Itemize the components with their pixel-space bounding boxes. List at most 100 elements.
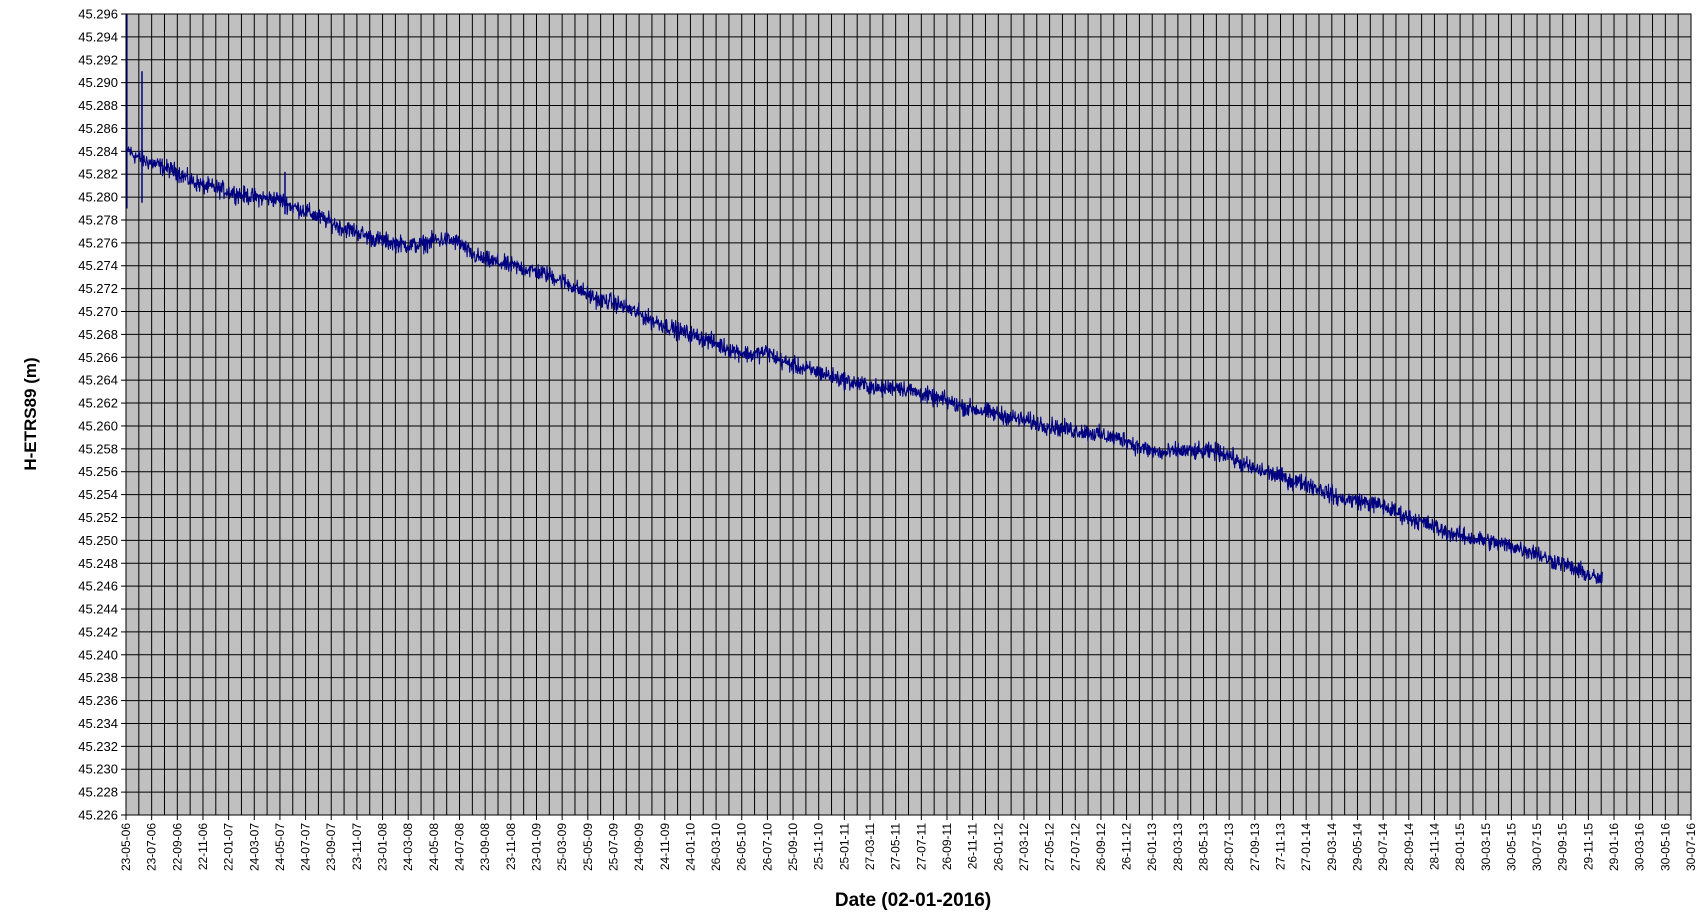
x-tick-label: 27-01-14 bbox=[1299, 823, 1313, 871]
x-tick-label: 28-11-14 bbox=[1427, 823, 1441, 870]
x-tick-label: 26-11-11 bbox=[966, 823, 980, 870]
y-tick-label: 45.270 bbox=[78, 304, 118, 319]
y-tick-label: 45.230 bbox=[78, 762, 118, 777]
y-tick-label: 45.232 bbox=[78, 739, 118, 754]
y-tick-label: 45.244 bbox=[78, 602, 118, 617]
x-tick-label: 26-07-10 bbox=[760, 823, 774, 871]
x-tick-label: 23-11-07 bbox=[350, 823, 364, 870]
y-tick-label: 45.282 bbox=[78, 167, 118, 182]
x-tick-label: 26-11-12 bbox=[1120, 823, 1134, 870]
y-tick-label: 45.284 bbox=[78, 144, 118, 159]
x-axis-label: Date (02-01-2016) bbox=[835, 890, 991, 911]
x-tick-label: 26-05-10 bbox=[735, 823, 749, 871]
y-tick-label: 45.258 bbox=[78, 441, 118, 456]
x-tick-label: 29-07-14 bbox=[1376, 823, 1390, 871]
x-tick-label: 27-03-12 bbox=[1017, 823, 1031, 871]
x-tick-label: 24-03-07 bbox=[247, 823, 261, 871]
x-tick-label: 24-05-08 bbox=[427, 823, 441, 871]
y-tick-label: 45.250 bbox=[78, 533, 118, 548]
y-tick-label: 45.264 bbox=[78, 373, 118, 388]
x-tick-label: 23-09-07 bbox=[324, 823, 338, 871]
x-tick-label: 24-11-09 bbox=[658, 823, 672, 870]
y-tick-label: 45.268 bbox=[78, 327, 118, 342]
x-tick-label: 22-01-07 bbox=[222, 823, 236, 871]
x-tick-label: 30-07-16 bbox=[1684, 823, 1698, 871]
y-tick-label: 45.246 bbox=[78, 579, 118, 594]
x-tick-label: 22-09-06 bbox=[170, 823, 184, 871]
y-tick-label: 45.236 bbox=[78, 693, 118, 708]
series-line bbox=[125, 146, 1604, 584]
x-tick-label: 27-09-13 bbox=[1248, 823, 1262, 871]
y-tick-label: 45.238 bbox=[78, 670, 118, 685]
x-tick-label: 26-09-12 bbox=[1094, 823, 1108, 871]
y-tick-label: 45.260 bbox=[78, 418, 118, 433]
plot-border bbox=[125, 13, 1692, 816]
x-tick-label: 24-09-09 bbox=[632, 823, 646, 871]
x-tick-label: 28-03-13 bbox=[1171, 823, 1185, 871]
x-tick-label: 27-07-11 bbox=[914, 823, 928, 870]
y-tick-label: 45.248 bbox=[78, 556, 118, 571]
y-tick-label: 45.266 bbox=[78, 350, 118, 365]
x-tick-label: 28-05-13 bbox=[1197, 823, 1211, 871]
x-tick-label: 23-09-08 bbox=[478, 823, 492, 871]
y-tick-label: 45.276 bbox=[78, 235, 118, 250]
x-tick-label: 28-09-14 bbox=[1402, 823, 1416, 871]
y-tick-label: 45.274 bbox=[78, 258, 118, 273]
y-tick-label: 45.292 bbox=[78, 52, 118, 67]
y-tick-label: 45.240 bbox=[78, 647, 118, 662]
x-tick-label: 22-11-06 bbox=[196, 823, 210, 870]
y-tick-label: 45.234 bbox=[78, 716, 118, 731]
y-tick-label: 45.290 bbox=[78, 75, 118, 90]
x-tick-label: 23-05-06 bbox=[119, 823, 133, 871]
x-tick-label: 25-05-09 bbox=[581, 823, 595, 871]
x-tick-label: 26-01-12 bbox=[991, 823, 1005, 871]
y-tick-label: 45.296 bbox=[78, 7, 118, 22]
x-tick-label: 24-05-07 bbox=[273, 823, 287, 871]
x-tick-label: 27-05-11 bbox=[889, 823, 903, 870]
y-tick-label: 45.294 bbox=[78, 29, 118, 44]
x-tick-label: 25-03-09 bbox=[555, 823, 569, 871]
x-axis-ticks: 23-05-06 23-07-06 22-09-06 22-11-06 22-01-07… bbox=[119, 815, 1698, 871]
x-tick-label: 24-07-08 bbox=[453, 823, 467, 871]
y-tick-label: 45.254 bbox=[78, 487, 118, 502]
y-tick-label: 45.280 bbox=[78, 190, 118, 205]
y-tick-label: 45.286 bbox=[78, 121, 118, 136]
x-tick-label: 30-07-15 bbox=[1530, 823, 1544, 871]
x-tick-label: 23-01-08 bbox=[376, 823, 390, 871]
x-tick-label: 29-05-14 bbox=[1350, 823, 1364, 871]
y-tick-label: 45.288 bbox=[78, 98, 118, 113]
x-tick-label: 29-11-15 bbox=[1581, 823, 1595, 870]
x-tick-label: 30-03-15 bbox=[1479, 823, 1493, 871]
x-tick-label: 28-01-15 bbox=[1453, 823, 1467, 871]
y-tick-label: 45.256 bbox=[78, 464, 118, 479]
x-tick-label: 30-05-15 bbox=[1504, 823, 1518, 871]
x-tick-label: 27-03-11 bbox=[863, 823, 877, 870]
x-tick-label: 29-01-16 bbox=[1607, 823, 1621, 871]
y-axis-ticks: 45.226 45.228 45.230 45.232 45.234 45.236 45.2… bbox=[78, 7, 126, 823]
x-tick-label: 25-09-10 bbox=[786, 823, 800, 871]
x-tick-label: 24-03-08 bbox=[401, 823, 415, 871]
x-tick-label: 29-09-15 bbox=[1556, 823, 1570, 871]
y-tick-label: 45.226 bbox=[78, 808, 118, 823]
x-tick-label: 29-03-14 bbox=[1325, 823, 1339, 871]
y-tick-label: 45.242 bbox=[78, 624, 118, 639]
x-tick-label: 27-11-13 bbox=[1274, 823, 1288, 870]
x-tick-label: 24-07-07 bbox=[299, 823, 313, 871]
x-tick-label: 28-07-13 bbox=[1222, 823, 1236, 871]
x-tick-label: 27-07-12 bbox=[1068, 823, 1082, 871]
x-tick-label: 26-03-10 bbox=[709, 823, 723, 871]
y-tick-label: 45.252 bbox=[78, 510, 118, 525]
x-tick-label: 23-07-06 bbox=[145, 823, 159, 871]
x-tick-label: 25-01-11 bbox=[837, 823, 851, 870]
x-tick-label: 26-01-13 bbox=[1145, 823, 1159, 871]
x-tick-label: 23-01-09 bbox=[529, 823, 543, 871]
x-tick-label: 26-09-11 bbox=[940, 823, 954, 870]
y-tick-label: 45.278 bbox=[78, 212, 118, 227]
y-axis-label: H-ETRS89 (m) bbox=[21, 357, 40, 470]
x-tick-label: 24-01-10 bbox=[683, 823, 697, 871]
y-tick-label: 45.262 bbox=[78, 396, 118, 411]
x-tick-label: 30-03-16 bbox=[1633, 823, 1647, 871]
x-tick-label: 30-05-16 bbox=[1658, 823, 1672, 871]
x-tick-label: 25-11-10 bbox=[812, 823, 826, 870]
